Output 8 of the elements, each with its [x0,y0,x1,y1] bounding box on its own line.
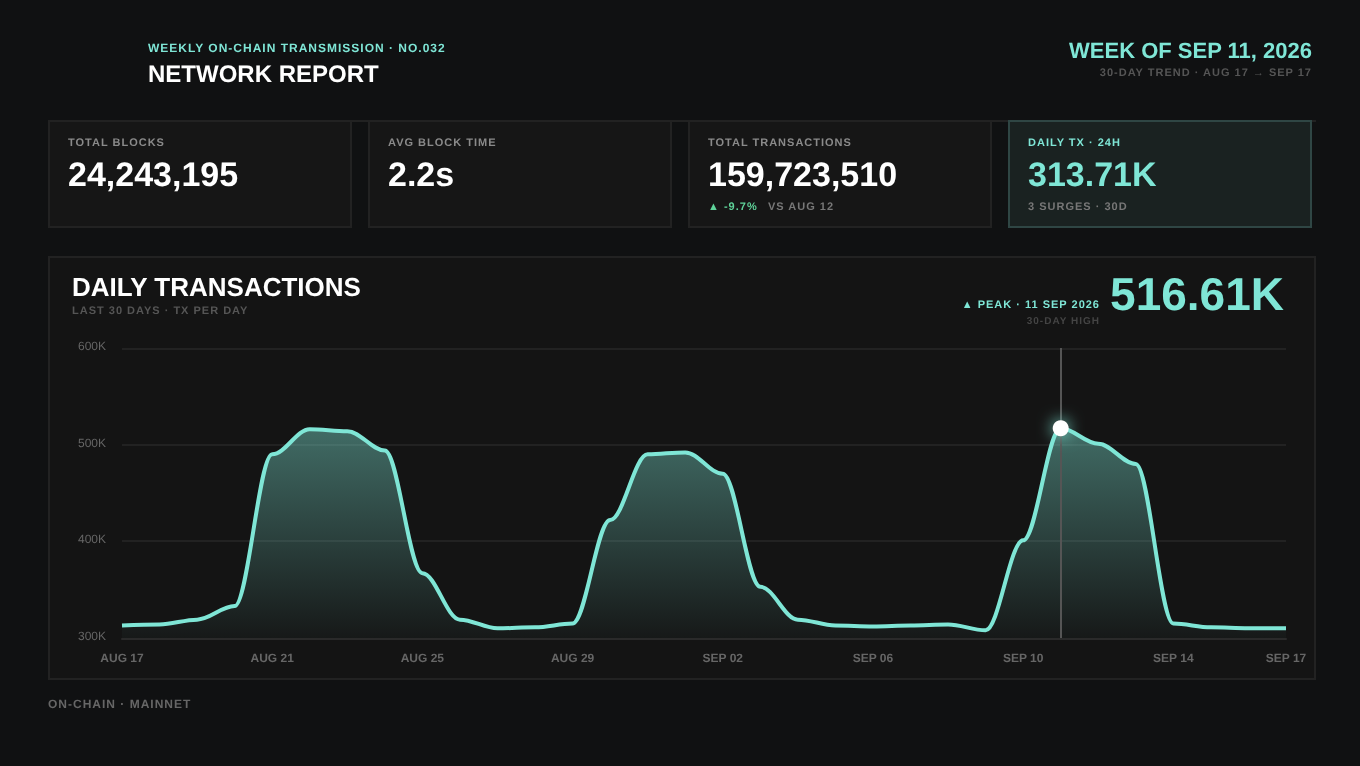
text: WEEK OF SEP 11, 2026 [1069,40,1312,64]
text: 2.2s [388,156,455,196]
text: 159,723,510 [708,156,898,196]
text: 516.61K [1110,268,1284,322]
text: NETWORK REPORT [148,60,379,88]
chart-title: DAILY TRANSACTIONS [72,272,361,302]
text: 313.71K [1028,156,1157,196]
text: 24,243,195 [68,156,239,196]
